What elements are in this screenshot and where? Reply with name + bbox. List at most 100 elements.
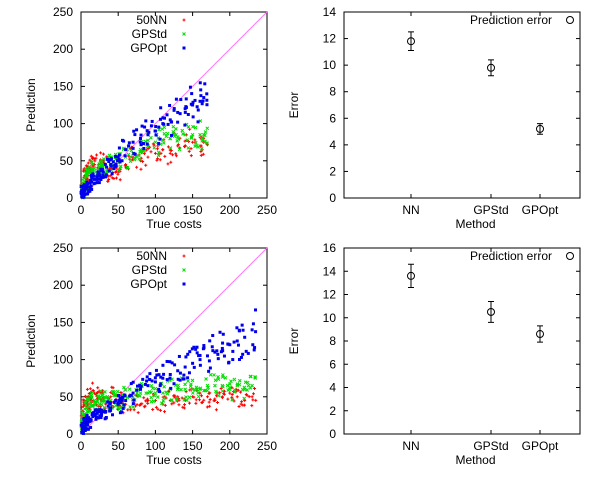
data-point [125,165,130,170]
data-point [148,378,152,382]
data-point [146,133,150,137]
data-point [116,155,120,159]
data-point [235,326,239,330]
y-tick-label: 250 [53,241,73,255]
legend-marker [182,46,186,50]
data-point [205,354,209,358]
data-point [168,136,172,141]
data-point [138,403,142,407]
data-point [146,138,150,143]
data-point [132,398,136,402]
data-point [143,404,147,408]
data-point [183,382,187,387]
data-point [146,401,150,405]
data-point [222,354,226,358]
data-point [128,394,132,398]
x-tick-label: NN [402,439,419,453]
data-point [116,159,120,163]
data-point [141,141,145,145]
data-point [177,147,182,152]
data-point [178,112,182,116]
data-point [176,143,180,147]
data-point [83,428,87,432]
data-point [135,128,139,132]
y-tick-label: 14 [323,264,337,278]
data-point [135,165,139,169]
data-point [118,411,122,415]
data-point [163,410,167,414]
x-tick-label: 150 [183,439,203,453]
data-point [106,404,110,408]
legend-label: Prediction error [470,13,552,27]
data-point [237,357,241,361]
data-point [191,140,195,144]
error-bar [488,59,494,77]
data-point [162,131,167,136]
data-point [118,166,123,171]
data-point [205,126,210,131]
data-point [228,391,232,395]
y-tick-label: 100 [53,353,73,367]
data-point [81,191,85,195]
data-point [407,37,415,46]
data-point [160,127,165,131]
data-point [239,355,243,359]
data-point [176,377,180,381]
data-point [114,162,118,166]
data-point [193,98,197,102]
data-point [128,405,132,409]
data-point [207,400,211,404]
data-point [198,391,202,395]
y-tick-label: 12 [323,32,337,46]
data-point [136,153,141,158]
data-point [144,399,148,403]
error-panel-1: 0 2 4 6 8 10 12 14 NN GPStd GPOpt Method Error Predic… [287,5,581,231]
y-tick-label: 100 [53,117,73,131]
error-bar [537,325,543,343]
data-point [201,152,205,156]
data-point [92,177,96,181]
data-point [139,143,143,147]
data-point [199,153,203,157]
data-point [80,188,84,192]
error-bar [488,300,494,323]
data-point [88,419,92,423]
data-point [155,395,160,399]
legend-label: GPStd [132,263,167,277]
data-point [161,376,165,380]
y-axis-label: Prediction [24,78,38,131]
data-point [213,350,217,354]
data-point [159,117,163,121]
data-point [187,401,191,405]
data-point [184,105,188,109]
error-panel-3: 0 2 4 6 8 10 12 14 16 NN GPStd GPOpt Method Error Pred… [287,241,581,467]
data-point [179,98,183,102]
data-point [165,113,169,117]
data-point [158,137,162,141]
data-point [208,372,213,377]
data-point [250,395,254,399]
data-point [96,394,100,398]
data-point [203,130,208,134]
x-tick-label: GPOpt [522,203,559,217]
data-point [198,386,203,391]
data-point [195,351,199,355]
data-point [98,409,102,413]
data-point [193,140,198,145]
y-tick-label: 10 [323,311,337,325]
data-point [128,154,133,159]
data-point [136,411,140,415]
data-point [79,423,83,427]
data-point [138,140,142,144]
data-point [154,405,158,409]
data-point [195,105,199,109]
data-point [135,391,139,395]
data-point [177,403,181,407]
data-point [251,322,255,326]
data-point [168,146,173,150]
legend-label: GPOpt [130,41,167,55]
data-point [95,175,99,179]
data-point [119,401,123,405]
data-point [147,130,151,134]
data-point [132,157,137,162]
